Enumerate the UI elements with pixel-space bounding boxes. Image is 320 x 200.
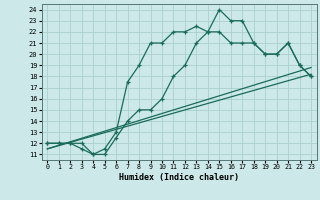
X-axis label: Humidex (Indice chaleur): Humidex (Indice chaleur)	[119, 173, 239, 182]
